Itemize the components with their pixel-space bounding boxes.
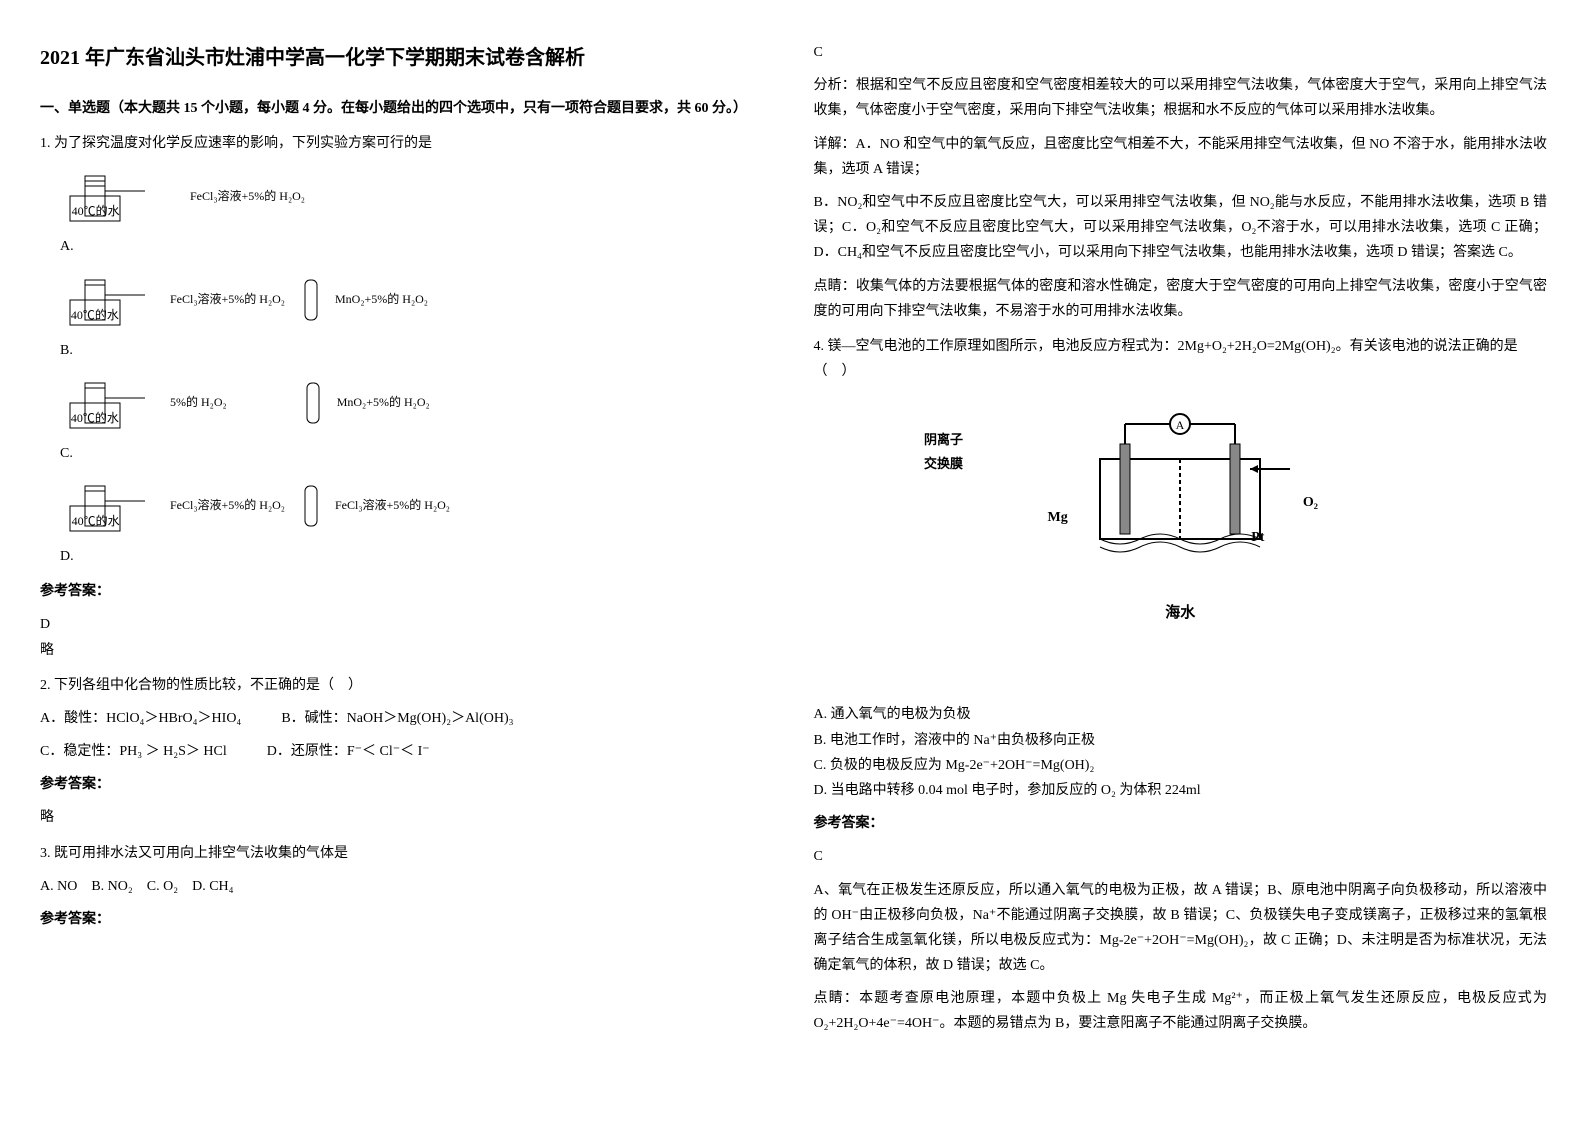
left-column: 2021 年广东省汕头市灶浦中学高一化学下学期期末试卷含解析 一、单选题（本大题…	[40, 40, 774, 1047]
test-tube-icon	[295, 270, 325, 330]
q1-answer-label: 参考答案：	[40, 579, 774, 604]
q2-options-row2: C．稳定性：PH₃ ＞ H₂S＞ HCl D．还原性：F⁻＜ Cl⁻＜ I⁻	[40, 739, 774, 764]
seawater-label: 海水	[814, 600, 1548, 627]
analysis-text: 根据和空气不反应且密度和空气密度相差较大的可以采用排空气法收集，气体密度大于空气…	[814, 78, 1548, 118]
battery-svg-icon: A	[1050, 399, 1310, 579]
q3-text: 3. 既可用排水法又可用向上排空气法收集的气体是	[40, 841, 774, 866]
q1-b-label: B.	[60, 338, 73, 363]
q2-answer-label: 参考答案：	[40, 772, 774, 797]
q4-explanation: A、氧气在正极发生还原反应，所以通入氧气的电极为正极，故 A 错误；B、原电池中…	[814, 878, 1548, 979]
q1-a-label: A.	[60, 234, 74, 259]
q1-c-solution2-label: MnO₂+5%的 H₂O₂	[337, 392, 430, 414]
analysis-label: 分析：	[814, 78, 856, 93]
membrane-label2: 交换膜	[924, 456, 963, 471]
mg-label: Mg	[1047, 510, 1067, 525]
q1-c-solution1-label: 5%的 H₂O₂	[170, 392, 227, 414]
q1-c-label: C.	[60, 441, 73, 466]
q2-opt-d: D．还原性：F⁻＜ Cl⁻＜ I⁻	[267, 739, 430, 764]
q3-detail-a: 详解：A．NO 和空气中的氧气反应，且密度比空气相差不大，不能采用排空气法收集，…	[814, 132, 1548, 182]
q1-option-a: FeCl₃溶液+5%的 H₂O₂ A. 40℃的水	[40, 166, 774, 259]
point-text: 收集气体的方法要根据气体的密度和溶水性确定，密度大于空气密度的可用向上排空气法收…	[814, 279, 1548, 319]
q1-a-solution-label: FeCl₃溶液+5%的 H₂O₂	[190, 186, 305, 208]
question-1: 1. 为了探究温度对化学反应速率的影响，下列实验方案可行的是 FeCl₃溶液+5…	[40, 131, 774, 663]
q1-a-temp: 40℃的水	[72, 201, 120, 223]
q4-opt-b: B. 电池工作时，溶液中的 Na⁺由负极移向正极	[814, 728, 1548, 753]
q1-answer-note: 略	[40, 638, 774, 663]
question-3: 3. 既可用排水法又可用向上排空气法收集的气体是 A. NO B. NO₂ C.…	[40, 841, 774, 933]
test-tube-icon	[297, 373, 327, 433]
q1-option-d: FeCl₃溶液+5%的 H₂O₂ FeCl₃溶液+5%的 H₂O₂ D. 40℃…	[40, 476, 774, 569]
q3-analysis: 分析：根据和空气不反应且密度和空气密度相差较大的可以采用排空气法收集，气体密度大…	[814, 73, 1548, 123]
q1-b-solution1-label: FeCl₃溶液+5%的 H₂O₂	[170, 289, 285, 311]
q4-opt-d: D. 当电路中转移 0.04 mol 电子时，参加反应的 O₂ 为体积 224m…	[814, 778, 1548, 803]
q4-opt-c: C. 负极的电极反应为 Mg-2e⁻+2OH⁻=Mg(OH)₂	[814, 753, 1548, 778]
pt-label: Pt	[1251, 530, 1264, 545]
q1-d-solution2-label: FeCl₃溶液+5%的 H₂O₂	[335, 495, 450, 517]
q1-d-label: D.	[60, 544, 74, 569]
q1-answer: D	[40, 612, 774, 637]
q1-option-c: 5%的 H₂O₂ MnO₂+5%的 H₂O₂ C. 40℃的水	[40, 373, 774, 466]
q1-b-solution2-label: MnO₂+5%的 H₂O₂	[335, 289, 428, 311]
q2-opt-a: A．酸性：HClO₄＞HBrO₄＞HIO₄	[40, 706, 241, 731]
detail-a-text: A．NO 和空气中的氧气反应，且密度比空气相差不大，不能采用排空气法收集，但 N…	[814, 137, 1548, 177]
q2-answer: 略	[40, 805, 774, 830]
q2-opt-b: B．碱性：NaOH＞Mg(OH)₂＞Al(OH)₃	[281, 706, 513, 731]
q4-answer: C	[814, 844, 1548, 869]
q3-answer: C	[814, 40, 1548, 65]
q3-detail-b: B．NO₂和空气中不反应且密度比空气大，可以采用排空气法收集，但 NO₂能与水反…	[814, 190, 1548, 266]
q3-point: 点睛：收集气体的方法要根据气体的密度和溶水性确定，密度大于空气密度的可用向上排空…	[814, 274, 1548, 324]
q1-text: 1. 为了探究温度对化学反应速率的影响，下列实验方案可行的是	[40, 131, 774, 156]
point-label: 点睛：	[814, 279, 856, 294]
q1-b-temp: 40℃的水	[71, 305, 119, 327]
battery-diagram: A 阴离子 交换膜 Mg Pt O₂ 海水	[814, 399, 1548, 687]
q2-opt-c: C．稳定性：PH₃ ＞ H₂S＞ HCl	[40, 739, 227, 764]
right-column: C 分析：根据和空气不反应且密度和空气密度相差较大的可以采用排空气法收集，气体密…	[814, 40, 1548, 1047]
detail-label: 详解：	[814, 137, 856, 152]
question-4: 4. 镁—空气电池的工作原理如图所示，电池反应方程式为：2Mg+O₂+2H₂O=…	[814, 334, 1548, 1037]
q1-d-temp: 40℃的水	[72, 511, 120, 533]
q2-text: 2. 下列各组中化合物的性质比较，不正确的是（ ）	[40, 673, 774, 698]
question-2: 2. 下列各组中化合物的性质比较，不正确的是（ ） A．酸性：HClO₄＞HBr…	[40, 673, 774, 831]
q3-options: A. NO B. NO₂ C. O₂ D. CH₄	[40, 874, 774, 899]
q1-d-solution1-label: FeCl₃溶液+5%的 H₂O₂	[170, 495, 285, 517]
q2-options-row1: A．酸性：HClO₄＞HBrO₄＞HIO₄ B．碱性：NaOH＞Mg(OH)₂＞…	[40, 706, 774, 731]
membrane-label1: 阴离子	[924, 432, 963, 447]
q4-point: 点睛：本题考查原电池原理，本题中负极上 Mg 失电子生成 Mg²⁺，而正极上氧气…	[814, 986, 1548, 1036]
q4-text: 4. 镁—空气电池的工作原理如图所示，电池反应方程式为：2Mg+O₂+2H₂O=…	[814, 334, 1548, 384]
exam-title: 2021 年广东省汕头市灶浦中学高一化学下学期期末试卷含解析	[40, 40, 774, 76]
svg-text:A: A	[1176, 418, 1185, 432]
q1-c-temp: 40℃的水	[71, 408, 119, 430]
q1-option-b: FeCl₃溶液+5%的 H₂O₂ MnO₂+5%的 H₂O₂ B. 40℃的水	[40, 270, 774, 363]
q3-answer-label: 参考答案：	[40, 907, 774, 932]
section-header: 一、单选题（本大题共 15 个小题，每小题 4 分。在每小题给出的四个选项中，只…	[40, 96, 774, 121]
q4-opt-a: A. 通入氧气的电极为负极	[814, 702, 1548, 727]
q4-answer-label: 参考答案：	[814, 811, 1548, 836]
o2-label: O₂	[1303, 495, 1318, 510]
test-tube-icon	[295, 476, 325, 536]
